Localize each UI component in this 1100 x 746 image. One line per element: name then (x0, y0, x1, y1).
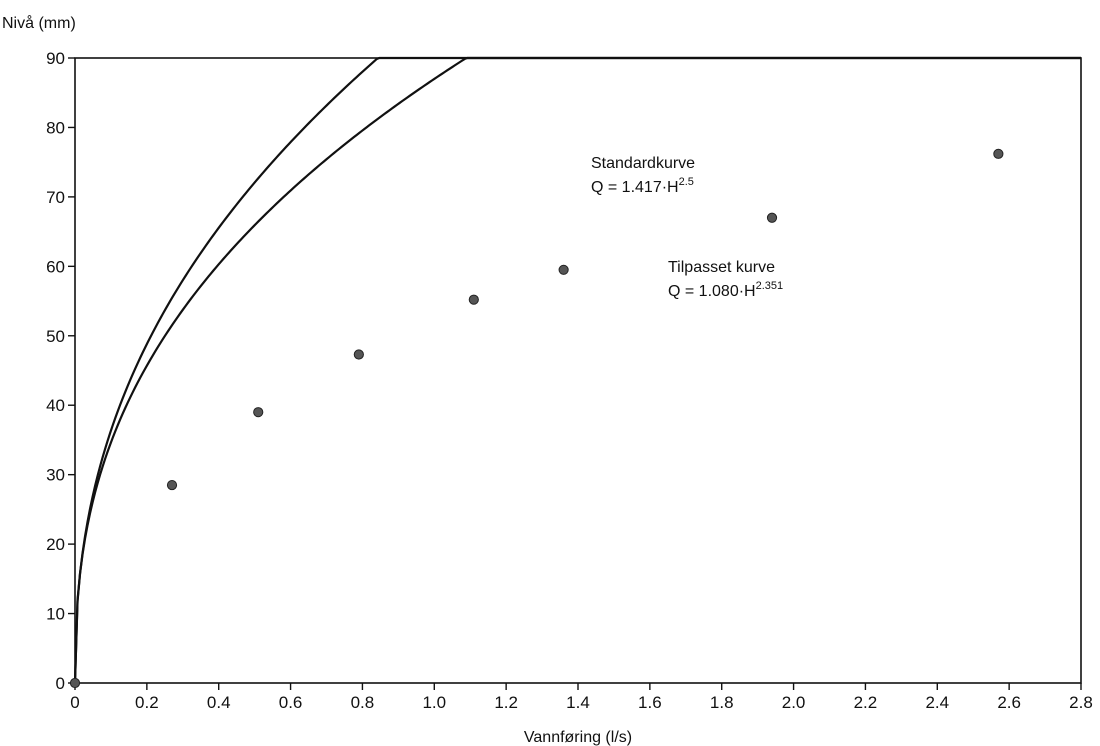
x-tick-label-13: 2.6 (997, 693, 1021, 712)
data-point-4 (468, 294, 479, 305)
x-tick-label-8: 1.6 (638, 693, 662, 712)
x-tick-label-2: 0.4 (207, 693, 231, 712)
curve-0 (73, 56, 1081, 684)
y-tick-label-0: 0 (56, 674, 65, 693)
fitted-curve-equation-exponent: 2.351 (756, 280, 784, 292)
y-tick-label-9: 90 (46, 49, 65, 68)
x-tick-label-1: 0.2 (135, 693, 159, 712)
x-tick-label-3: 0.6 (279, 693, 303, 712)
standard-curve-equation-base: Q = 1.417·H (591, 179, 679, 196)
curve-1 (73, 56, 1081, 684)
data-point-3 (353, 349, 364, 360)
data-point-1 (166, 479, 178, 491)
data-point-7 (993, 148, 1004, 159)
standard-curve-equation-exponent: 2.5 (679, 176, 694, 188)
y-tick-label-4: 40 (46, 396, 65, 415)
x-tick-label-0: 0 (70, 693, 79, 712)
y-tick-label-7: 70 (46, 188, 65, 207)
x-tick-label-10: 2.0 (782, 693, 806, 712)
y-axis-title: Nivå (mm) (2, 14, 76, 32)
curves (73, 56, 1081, 684)
standard-curve-equation: Q = 1.417·H2.5 (591, 176, 694, 196)
x-tick-label-6: 1.2 (494, 693, 518, 712)
x-tick-label-9: 1.8 (710, 693, 734, 712)
y-tick-label-8: 80 (46, 118, 65, 137)
data-point-6 (766, 212, 778, 223)
x-tick-label-7: 1.4 (566, 693, 590, 712)
y-axis: 0 10 20 30 40 50 60 70 80 90 (46, 49, 75, 693)
fitted-curve-equation: Q = 1.080·H2.351 (668, 280, 783, 300)
y-tick-label-2: 20 (46, 535, 65, 554)
x-tick-label-4: 0.8 (351, 693, 375, 712)
plot-border (74, 57, 1082, 684)
x-tick-label-12: 2.4 (925, 693, 949, 712)
x-axis: 0 0.2 0.4 0.6 0.8 1.0 1.2 1.4 1.6 1.8 2.0 2.2 2.4 2.6… (70, 683, 1093, 712)
plot-frame (74, 57, 1082, 684)
data-points (69, 148, 1004, 689)
data-point-5 (558, 264, 569, 275)
standard-curve-label: Standardkurve (591, 155, 695, 172)
y-tick-label-6: 60 (46, 257, 65, 276)
y-tick-label-3: 30 (46, 466, 65, 485)
y-tick-label-1: 10 (46, 605, 65, 624)
fitted-curve-equation-base: Q = 1.080·H (668, 283, 756, 300)
x-axis-title: Vannføring (l/s) (524, 729, 632, 746)
x-tick-label-5: 1.0 (422, 693, 446, 712)
x-tick-label-11: 2.2 (854, 693, 878, 712)
y-tick-label-5: 50 (46, 327, 65, 346)
data-point-2 (253, 407, 264, 418)
data-point-0 (69, 677, 81, 689)
fitted-curve-label: Tilpasset kurve (668, 259, 775, 276)
x-tick-label-14: 2.8 (1069, 693, 1093, 712)
